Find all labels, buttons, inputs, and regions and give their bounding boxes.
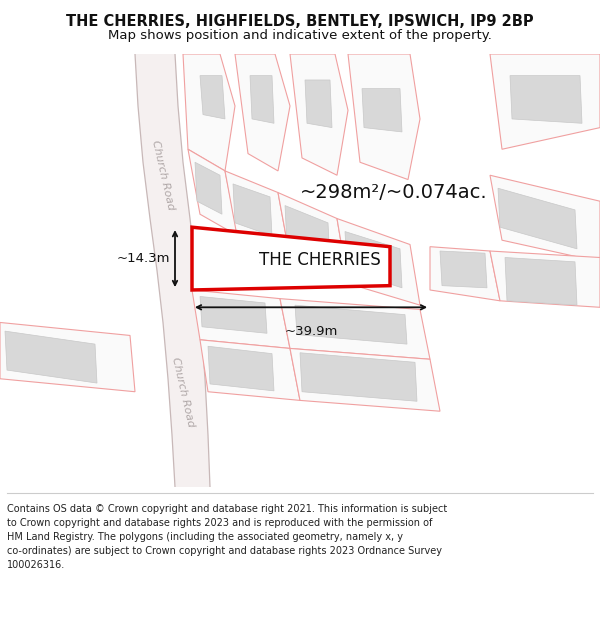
Polygon shape xyxy=(200,296,267,333)
Polygon shape xyxy=(305,80,332,128)
Polygon shape xyxy=(192,228,390,290)
Polygon shape xyxy=(295,305,407,344)
Polygon shape xyxy=(250,76,274,123)
Polygon shape xyxy=(280,299,430,359)
Polygon shape xyxy=(498,188,577,249)
Text: THE CHERRIES, HIGHFIELDS, BENTLEY, IPSWICH, IP9 2BP: THE CHERRIES, HIGHFIELDS, BENTLEY, IPSWI… xyxy=(66,14,534,29)
Text: ~298m²/~0.074ac.: ~298m²/~0.074ac. xyxy=(300,183,488,202)
Polygon shape xyxy=(337,219,420,305)
Polygon shape xyxy=(278,192,348,284)
Text: THE CHERRIES: THE CHERRIES xyxy=(259,251,381,269)
Polygon shape xyxy=(490,175,600,262)
Polygon shape xyxy=(183,54,235,171)
Polygon shape xyxy=(362,89,402,132)
Polygon shape xyxy=(235,54,290,171)
Polygon shape xyxy=(192,290,290,349)
Polygon shape xyxy=(233,184,272,236)
Polygon shape xyxy=(188,149,238,236)
Polygon shape xyxy=(208,346,274,391)
Polygon shape xyxy=(290,349,440,411)
Polygon shape xyxy=(440,251,487,288)
Polygon shape xyxy=(490,251,600,308)
Text: Church Road: Church Road xyxy=(150,139,176,211)
Polygon shape xyxy=(5,331,97,383)
Polygon shape xyxy=(225,171,290,258)
Polygon shape xyxy=(135,54,210,487)
Polygon shape xyxy=(490,54,600,149)
Text: Church Road: Church Road xyxy=(170,356,196,428)
Text: Map shows position and indicative extent of the property.: Map shows position and indicative extent… xyxy=(108,29,492,42)
Polygon shape xyxy=(505,258,577,305)
Polygon shape xyxy=(290,54,348,175)
Text: Contains OS data © Crown copyright and database right 2021. This information is : Contains OS data © Crown copyright and d… xyxy=(7,504,448,569)
Polygon shape xyxy=(195,162,222,214)
Polygon shape xyxy=(345,231,402,288)
Polygon shape xyxy=(510,76,582,123)
Text: ~39.9m: ~39.9m xyxy=(284,324,338,338)
Text: ~14.3m: ~14.3m xyxy=(116,252,170,265)
Polygon shape xyxy=(348,54,420,179)
Polygon shape xyxy=(200,76,225,119)
Polygon shape xyxy=(0,322,135,392)
Polygon shape xyxy=(300,352,417,401)
Polygon shape xyxy=(200,340,300,401)
Polygon shape xyxy=(430,247,500,301)
Polygon shape xyxy=(285,206,330,262)
